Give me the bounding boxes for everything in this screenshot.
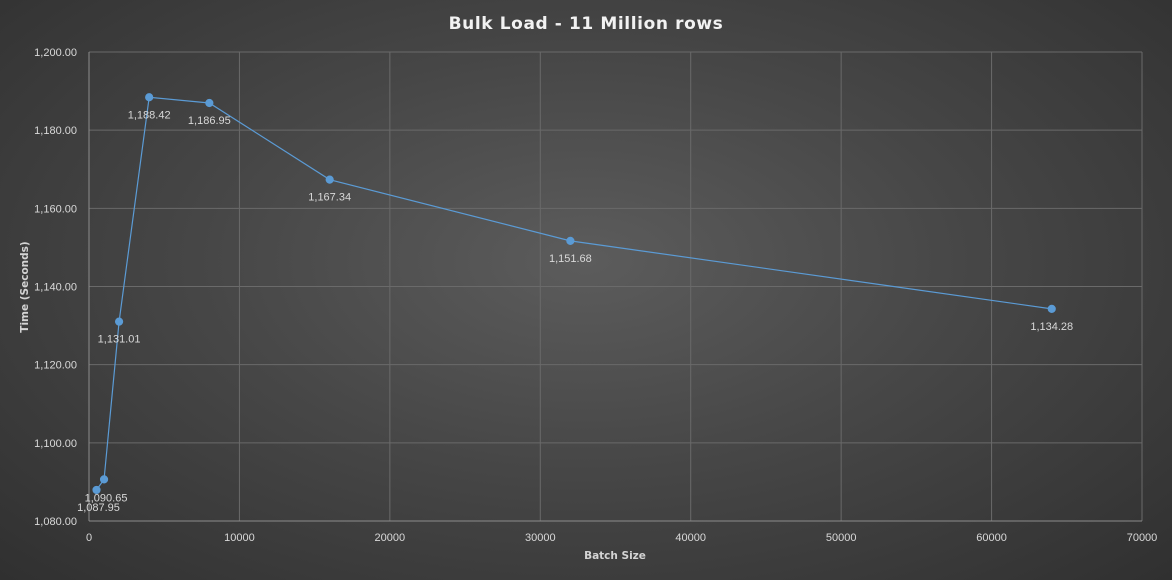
tick-labels: 1,080.00 1,100.00 1,120.00 1,140.00 1,160.00… — [34, 47, 1157, 544]
data-label: 1,131.01 — [98, 334, 141, 346]
data-label: 1,186.95 — [188, 115, 231, 127]
data-series — [92, 93, 1056, 495]
y-tick-label: 1,200.00 — [34, 47, 77, 59]
x-tick-label: 70000 — [1127, 532, 1158, 544]
x-tick-label: 30000 — [525, 532, 556, 544]
x-tick-label: 50000 — [826, 532, 857, 544]
y-axis-title: Time (Seconds) — [19, 241, 31, 332]
y-tick-label: 1,180.00 — [34, 125, 77, 137]
data-point — [99, 475, 109, 484]
series-line — [96, 96, 1052, 491]
data-label: 1,134.28 — [1030, 321, 1073, 333]
data-labels: 1,087.951,090.65 1,131.01 1,188.42 1,186.95… — [77, 109, 1073, 514]
y-tick-label: 1,120.00 — [34, 360, 77, 372]
x-tick-label: 60000 — [976, 532, 1007, 544]
x-tick-label: 0 — [86, 532, 92, 544]
data-point — [325, 175, 334, 184]
data-label: 1,151.68 — [549, 253, 592, 265]
data-label: 1,087.95 — [77, 502, 120, 514]
chart-title: Bulk Load - 11 Million rows — [449, 14, 724, 34]
data-label: 1,188.42 — [128, 109, 171, 121]
data-point — [145, 93, 154, 102]
data-label: 1,167.34 — [308, 192, 351, 204]
data-point — [566, 236, 575, 245]
data-point — [205, 98, 214, 108]
y-tick-label: 1,080.00 — [34, 516, 77, 528]
y-tick-label: 1,160.00 — [34, 203, 77, 215]
gridlines — [89, 51, 1143, 521]
data-point — [114, 317, 124, 326]
x-axis-title: Batch Size — [584, 550, 646, 562]
axes — [88, 52, 1142, 522]
data-point — [92, 485, 101, 495]
x-tick-label: 10000 — [224, 532, 255, 544]
data-label: 1,090.65 — [85, 492, 128, 504]
x-tick-label: 20000 — [375, 532, 406, 544]
y-tick-label: 1,100.00 — [34, 438, 77, 450]
x-tick-label: 40000 — [675, 532, 706, 544]
y-tick-label: 1,140.00 — [34, 282, 77, 294]
data-point — [1047, 304, 1056, 313]
